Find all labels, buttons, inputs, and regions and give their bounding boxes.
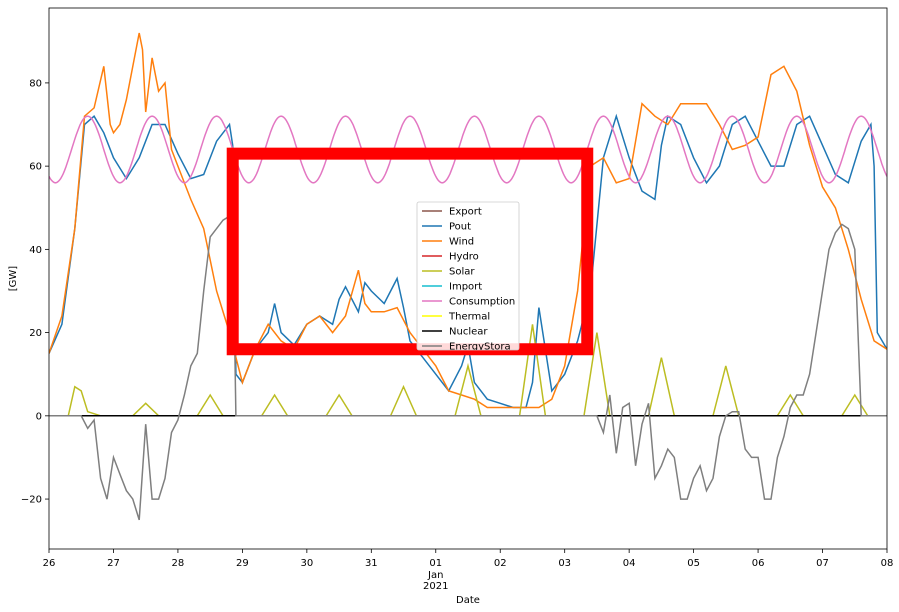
y-tick-label: −20 — [21, 495, 42, 506]
x-tick-label: 02 — [494, 558, 507, 569]
legend-box — [416, 201, 520, 351]
x-tick-label: 01 — [429, 558, 442, 569]
x-tick-label: 27 — [107, 558, 120, 569]
legend: Export Pout Wind Hydro Solar Import Consumptio… — [416, 201, 520, 353]
y-tick-label: 0 — [36, 411, 42, 422]
x-tick-label: 06 — [752, 558, 765, 569]
x-tick-label: 28 — [172, 558, 185, 569]
x-tick-label: 03 — [558, 558, 571, 569]
y-tick-label: 40 — [29, 245, 42, 256]
x-year-label: 2021 — [423, 581, 448, 592]
x-axis-label: Date — [456, 595, 480, 606]
x-tick-label: 04 — [623, 558, 636, 569]
legend-entry: Import — [449, 282, 482, 293]
y-tick-label: 60 — [29, 162, 42, 173]
x-month-label: Jan — [427, 570, 443, 581]
x-tick-label: 30 — [300, 558, 313, 569]
legend-entry: Solar — [449, 267, 475, 278]
series-line-energystora — [49, 215, 887, 521]
plot-area — [49, 32, 887, 521]
x-tick-label: 08 — [881, 558, 894, 569]
highlight-box — [226, 147, 594, 356]
axes-frame — [48, 7, 888, 550]
x-tick-label: 31 — [365, 558, 378, 569]
legend-entry: Export — [449, 207, 482, 218]
series-line-pout — [49, 113, 887, 409]
x-tick-label: 05 — [687, 558, 700, 569]
legend-entry: Wind — [449, 237, 474, 248]
legend-entry: Nuclear — [449, 327, 488, 338]
y-axis-label: [GW] — [8, 266, 19, 292]
x-tick-label: 07 — [816, 558, 829, 569]
legend-entry: Consumption — [449, 297, 515, 308]
y-tick-label: 20 — [29, 328, 42, 339]
legend-entry: EnergyStora — [449, 342, 511, 353]
legend-entry: Thermal — [448, 312, 490, 323]
series-line-wind — [49, 32, 887, 409]
series-line-consumption — [49, 115, 887, 184]
legend-entry: Pout — [449, 222, 471, 233]
x-tick-label: 26 — [43, 558, 56, 569]
legend-entry: Hydro — [449, 252, 479, 263]
x-tick-label: 29 — [236, 558, 249, 569]
y-tick-label: 80 — [29, 78, 42, 89]
